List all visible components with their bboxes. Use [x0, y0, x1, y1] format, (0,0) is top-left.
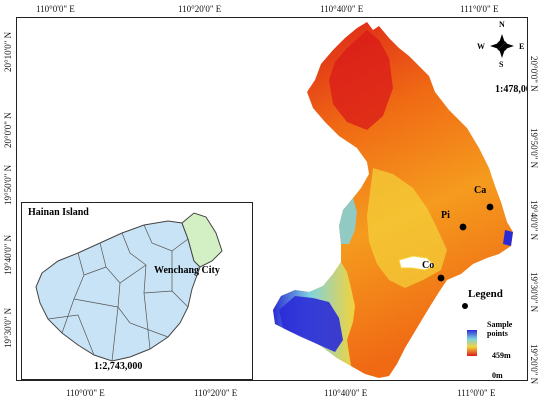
top-lon-label-4: 111°0'0" E — [460, 4, 499, 14]
map-frame: N S W E 1:478,000 Ca Pi Co Legend Sample… — [16, 17, 528, 381]
wenchang-region — [181, 212, 223, 268]
left-lat-label-2: 20°0'0" N — [3, 112, 13, 148]
elevation-map — [273, 22, 514, 378]
right-lat-label-4: 19°30'0" N — [529, 272, 539, 313]
west-coast-fringe — [339, 198, 357, 244]
bottom-lon-label-2: 110°20'0" E — [194, 388, 238, 398]
left-lat-label-3: 19°50'0" N — [3, 164, 13, 205]
northern-highland — [329, 30, 393, 130]
compass-s: S — [499, 60, 504, 69]
sample-label-ca: Ca — [474, 185, 487, 196]
bottom-lon-label-4: 111°0'0" E — [457, 388, 496, 398]
legend-elev-max: 459m — [492, 351, 511, 360]
sample-point-co — [437, 274, 445, 282]
compass-n: N — [499, 20, 505, 29]
legend-elev-min: 0m — [492, 371, 503, 380]
left-lat-label-5: 19°30'0" N — [3, 307, 13, 348]
sample-point-pi — [459, 223, 467, 231]
legend-elevation-bar — [467, 330, 477, 356]
sample-label-co: Co — [422, 260, 435, 271]
legend-title: Legend — [468, 288, 503, 300]
main-map-scale: 1:478,000 — [495, 84, 527, 95]
sample-label-pi: Pi — [441, 210, 450, 221]
hainan-outline — [35, 212, 223, 362]
top-lon-label-3: 110°40'0" E — [320, 4, 364, 14]
hainan-island — [35, 220, 201, 362]
inset-scale: 1:2,743,000 — [94, 361, 143, 372]
left-lat-label-1: 20°10'0" N — [3, 31, 13, 72]
top-lon-label-2: 110°20'0" E — [178, 4, 222, 14]
legend-sample-label: Sample points — [487, 320, 513, 338]
east-coast-lowland — [503, 230, 513, 246]
compass-rose — [490, 34, 514, 58]
compass-w: W — [477, 42, 485, 51]
county-boundaries — [47, 224, 189, 362]
right-lat-label-1: 20°0'0" N — [529, 56, 539, 92]
bay — [398, 255, 436, 271]
top-lon-label-1: 110°0'0" E — [36, 4, 75, 14]
legend-sample-marker — [462, 303, 468, 309]
right-lat-label-2: 19°50'0" N — [529, 128, 539, 169]
compass-e: E — [519, 42, 525, 51]
deep-lowland-patch — [279, 296, 343, 352]
inset-title: Hainan Island — [28, 207, 89, 218]
inset-city-label: Wenchang City — [154, 265, 220, 276]
bottom-lon-label-1: 110°0'0" E — [66, 388, 105, 398]
bottom-lon-label-3: 110°40'0" E — [324, 388, 368, 398]
right-lat-label-5: 19°20'0" N — [529, 344, 539, 385]
right-lat-label-3: 19°40'0" N — [529, 200, 539, 241]
inset-map: Hainan Island Wenchang City 1:2,74 — [21, 202, 253, 380]
left-lat-label-4: 19°40'0" N — [3, 234, 13, 275]
sample-point-ca — [486, 203, 494, 211]
